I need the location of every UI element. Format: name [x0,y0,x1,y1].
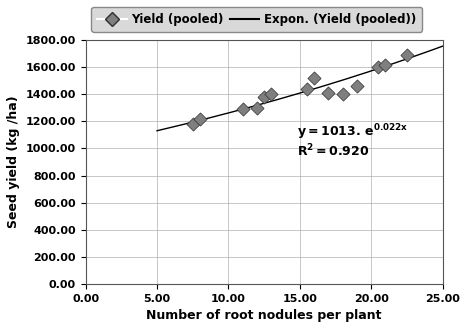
Point [403,52,410,58]
Point [261,94,268,100]
Text: $\mathbf{y = 1013.\,e^{0.022x}}$: $\mathbf{y = 1013.\,e^{0.022x}}$ [297,122,408,142]
Point [268,92,275,97]
Point [382,62,389,67]
Point [325,90,332,96]
Point [239,107,247,112]
Point [303,86,311,91]
Point [353,84,361,89]
Point [311,75,318,81]
Point [339,92,347,97]
Point [189,121,197,127]
Point [253,105,261,111]
Point [196,116,204,121]
Y-axis label: Seed yield (kg /ha): Seed yield (kg /ha) [7,96,20,228]
X-axis label: Number of root nodules per plant: Number of root nodules per plant [146,309,382,322]
Point [375,64,382,70]
Text: $\mathbf{R^2 = 0.920}$: $\mathbf{R^2 = 0.920}$ [297,143,369,159]
Legend: Yield (pooled), Expon. (Yield (pooled)): Yield (pooled), Expon. (Yield (pooled)) [92,7,422,32]
